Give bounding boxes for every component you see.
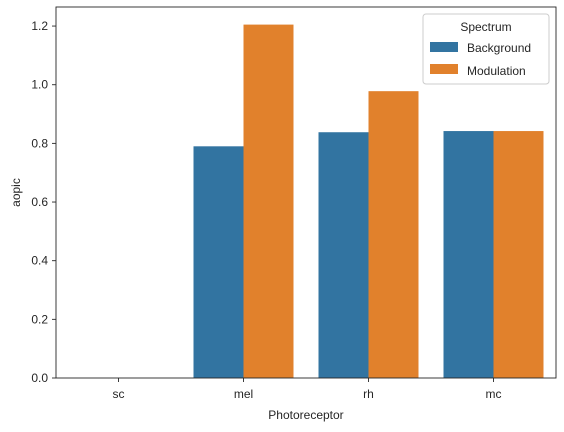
x-axis: sc mel rh mc [113, 378, 502, 401]
legend: Spectrum Background Modulation [422, 13, 550, 85]
y-tick-label: 0.6 [31, 195, 48, 209]
plot-area-frame [55, 6, 557, 379]
bar-background-rh [318, 132, 369, 378]
bar-modulation-mc [493, 131, 544, 378]
y-tick-label: 0.2 [31, 312, 48, 326]
y-tick-label: 0.4 [31, 254, 48, 268]
x-tick-label-mel: mel [234, 387, 253, 401]
y-axis: 0.0 0.2 0.4 0.6 0.8 1.0 1.2 [31, 19, 56, 385]
bar-modulation-mel [243, 24, 294, 379]
y-tick-label: 1.2 [31, 19, 48, 33]
x-tick-label-mc: mc [486, 387, 502, 401]
x-tick-label-rh: rh [363, 387, 374, 401]
legend-title: Spectrum [460, 20, 511, 34]
bars-group [193, 24, 544, 379]
bar-background-mel [193, 146, 244, 378]
y-tick-label: 0.8 [31, 136, 48, 150]
y-tick-label: 1.0 [31, 78, 48, 92]
x-axis-label: Photoreceptor [268, 408, 343, 422]
x-tick-label-sc: sc [113, 387, 125, 401]
y-tick-label: 0.0 [31, 371, 48, 385]
bar-background-mc [443, 131, 494, 378]
legend-swatch-modulation [430, 64, 458, 74]
legend-label-background: Background [467, 41, 531, 55]
bar-modulation-rh [368, 91, 419, 378]
legend-swatch-background [430, 42, 458, 52]
legend-label-modulation: Modulation [467, 64, 526, 78]
y-axis-label: aopic [9, 178, 23, 207]
